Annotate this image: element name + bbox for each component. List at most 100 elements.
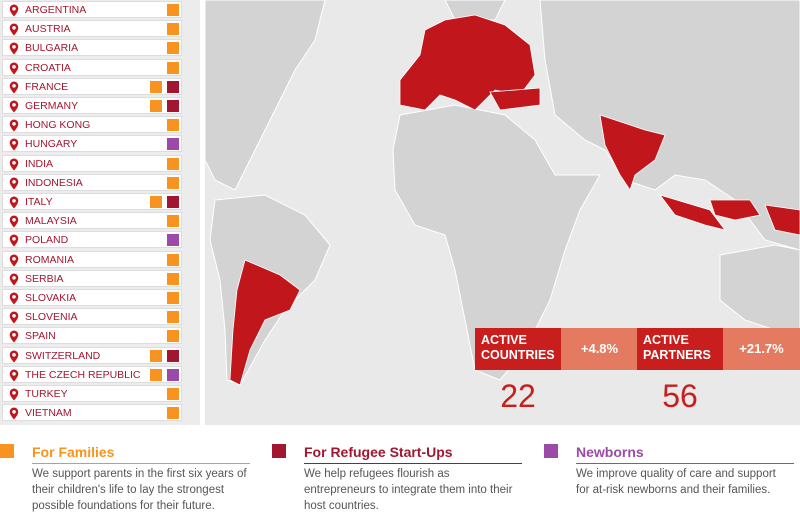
stat-value: 56 <box>662 378 698 414</box>
program-marker <box>167 23 179 36</box>
pin-icon <box>9 100 19 113</box>
country-row[interactable]: SERBIA <box>2 269 182 287</box>
program-marker <box>167 253 179 266</box>
country-row[interactable]: FRANCE <box>2 77 182 95</box>
pin-icon <box>9 311 19 324</box>
country-name: HONG KONG <box>25 119 91 132</box>
legend-rule <box>32 463 250 464</box>
program-marker <box>167 234 179 247</box>
country-row[interactable]: THE CZECH REPUBLIC <box>2 365 182 383</box>
program-marker <box>167 157 179 170</box>
country-row[interactable]: ROMANIA <box>2 250 182 268</box>
program-marker <box>167 4 179 16</box>
country-name: THE CZECH REPUBLIC <box>25 368 141 381</box>
country-row[interactable]: TURKEY <box>2 385 182 402</box>
pin-icon <box>9 81 19 94</box>
pin-icon <box>9 388 19 401</box>
pin-icon <box>9 177 19 190</box>
country-name: SPAIN <box>25 330 56 343</box>
program-marker <box>167 311 179 324</box>
legend-swatch <box>272 444 286 458</box>
country-name: FRANCE <box>25 80 69 93</box>
stat-change: +4.8% <box>561 328 638 370</box>
pin-icon <box>9 350 19 363</box>
country-row[interactable]: HUNGARY <box>2 135 182 153</box>
country-name: ROMANIA <box>25 253 75 266</box>
pin-icon <box>9 369 19 382</box>
country-row[interactable]: HONG KONG <box>2 116 182 134</box>
program-marker <box>150 349 162 362</box>
country-row[interactable]: POLAND <box>2 231 182 249</box>
legend-title: For Refugee Start-Ups <box>304 444 453 460</box>
program-marker <box>167 61 179 74</box>
program-marker <box>167 176 179 189</box>
pin-icon <box>9 330 19 343</box>
program-marker <box>167 272 179 285</box>
country-row[interactable]: SLOVENIA <box>2 308 182 326</box>
pin-icon <box>9 62 19 75</box>
legend-swatch <box>544 444 558 458</box>
pin-icon <box>9 234 19 247</box>
country-name: INDONESIA <box>25 176 83 189</box>
country-name: POLAND <box>25 234 69 247</box>
legend-title: For Families <box>32 444 115 460</box>
pin-icon <box>9 158 19 171</box>
program-marker <box>167 388 179 400</box>
country-name: AUSTRIA <box>25 23 71 36</box>
program-marker <box>167 349 179 362</box>
country-row[interactable]: CROATIA <box>2 58 182 76</box>
program-marker <box>150 196 162 208</box>
pin-icon <box>9 4 19 17</box>
country-name: HUNGARY <box>25 138 78 151</box>
program-marker <box>150 368 162 381</box>
country-row[interactable]: INDIA <box>2 154 182 172</box>
country-row[interactable]: BULGARIA <box>2 39 182 57</box>
legend-rule <box>304 463 522 464</box>
country-row[interactable]: AUSTRIA <box>2 20 182 38</box>
country-name: BULGARIA <box>25 42 79 55</box>
stat-value: 22 <box>500 378 536 414</box>
program-marker <box>167 407 179 420</box>
program-marker <box>167 292 179 304</box>
program-marker <box>150 80 162 93</box>
program-marker <box>167 215 179 228</box>
country-name: SWITZERLAND <box>25 349 101 362</box>
pin-icon <box>9 254 19 267</box>
program-marker <box>167 80 179 93</box>
pin-icon <box>9 196 19 209</box>
pin-icon <box>9 292 19 305</box>
legend-rule <box>576 463 794 464</box>
country-row[interactable]: ITALY <box>2 193 182 210</box>
country-row[interactable]: GERMANY <box>2 97 182 114</box>
program-marker <box>167 196 179 208</box>
pin-icon <box>9 119 19 132</box>
stat-label: ACTIVE COUNTRIES <box>475 328 561 370</box>
country-row[interactable]: ARGENTINA <box>2 1 182 18</box>
program-marker <box>167 100 179 112</box>
program-marker <box>167 119 179 132</box>
country-row[interactable]: SWITZERLAND <box>2 346 182 364</box>
country-name: GERMANY <box>25 100 79 112</box>
legend-swatch <box>0 444 14 458</box>
legend-description: We help refugees flourish as entrepreneu… <box>304 468 513 512</box>
country-name: SLOVENIA <box>25 311 78 324</box>
legend-title: Newborns <box>576 444 644 460</box>
country-row[interactable]: INDONESIA <box>2 173 182 191</box>
country-name: SLOVAKIA <box>25 292 77 304</box>
country-name: INDIA <box>25 157 54 170</box>
country-row[interactable]: SPAIN <box>2 327 182 345</box>
country-name: ITALY <box>25 196 53 208</box>
program-marker <box>167 138 179 151</box>
pin-icon <box>9 407 19 420</box>
pin-icon <box>9 138 19 151</box>
country-name: ARGENTINA <box>25 4 87 16</box>
country-row[interactable]: MALAYSIA <box>2 212 182 230</box>
pin-icon <box>9 273 19 286</box>
program-marker <box>150 100 162 112</box>
country-name: MALAYSIA <box>25 215 77 228</box>
country-row[interactable]: VIETNAM <box>2 404 182 422</box>
country-name: TURKEY <box>25 388 68 400</box>
world-map <box>205 0 800 425</box>
country-row[interactable]: SLOVAKIA <box>2 289 182 306</box>
country-list: ARGENTINA AUSTRIA BULGARIA CROATIA FRANCE GER… <box>0 0 200 425</box>
